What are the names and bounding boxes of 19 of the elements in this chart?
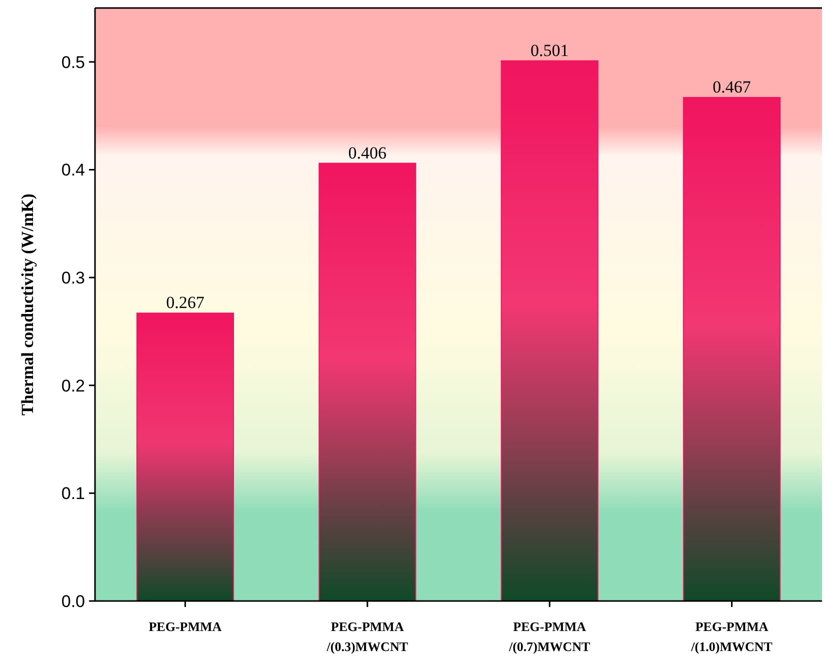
y-axis-title: Thermal conductivity (W/mK) bbox=[18, 194, 37, 416]
data-label: 0.501 bbox=[530, 40, 569, 60]
y-tick-label: 0.0 bbox=[61, 592, 85, 611]
x-tick-label: PEG-PMMA /(1.0)MWCNT bbox=[690, 619, 773, 654]
x-tick-label: PEG-PMMA /(0.7)MWCNT bbox=[508, 619, 591, 654]
y-tick-label: 0.4 bbox=[61, 160, 85, 180]
data-label: 0.467 bbox=[712, 77, 752, 96]
y-tick-label: 0.3 bbox=[61, 268, 85, 288]
bar bbox=[500, 60, 598, 602]
bar bbox=[318, 162, 416, 602]
y-tick-label: 0.2 bbox=[61, 376, 85, 396]
x-tick-label: PEG-PMMA /(0.3)MWCNT bbox=[326, 619, 408, 654]
bar bbox=[683, 96, 781, 602]
y-tick-label: 0.5 bbox=[61, 52, 85, 72]
bar bbox=[136, 312, 234, 602]
y-tick-label: 0.1 bbox=[61, 484, 85, 504]
data-label: 0.267 bbox=[166, 293, 205, 312]
x-tick-label: PEG-PMMA bbox=[148, 619, 222, 634]
data-label: 0.406 bbox=[348, 143, 387, 162]
